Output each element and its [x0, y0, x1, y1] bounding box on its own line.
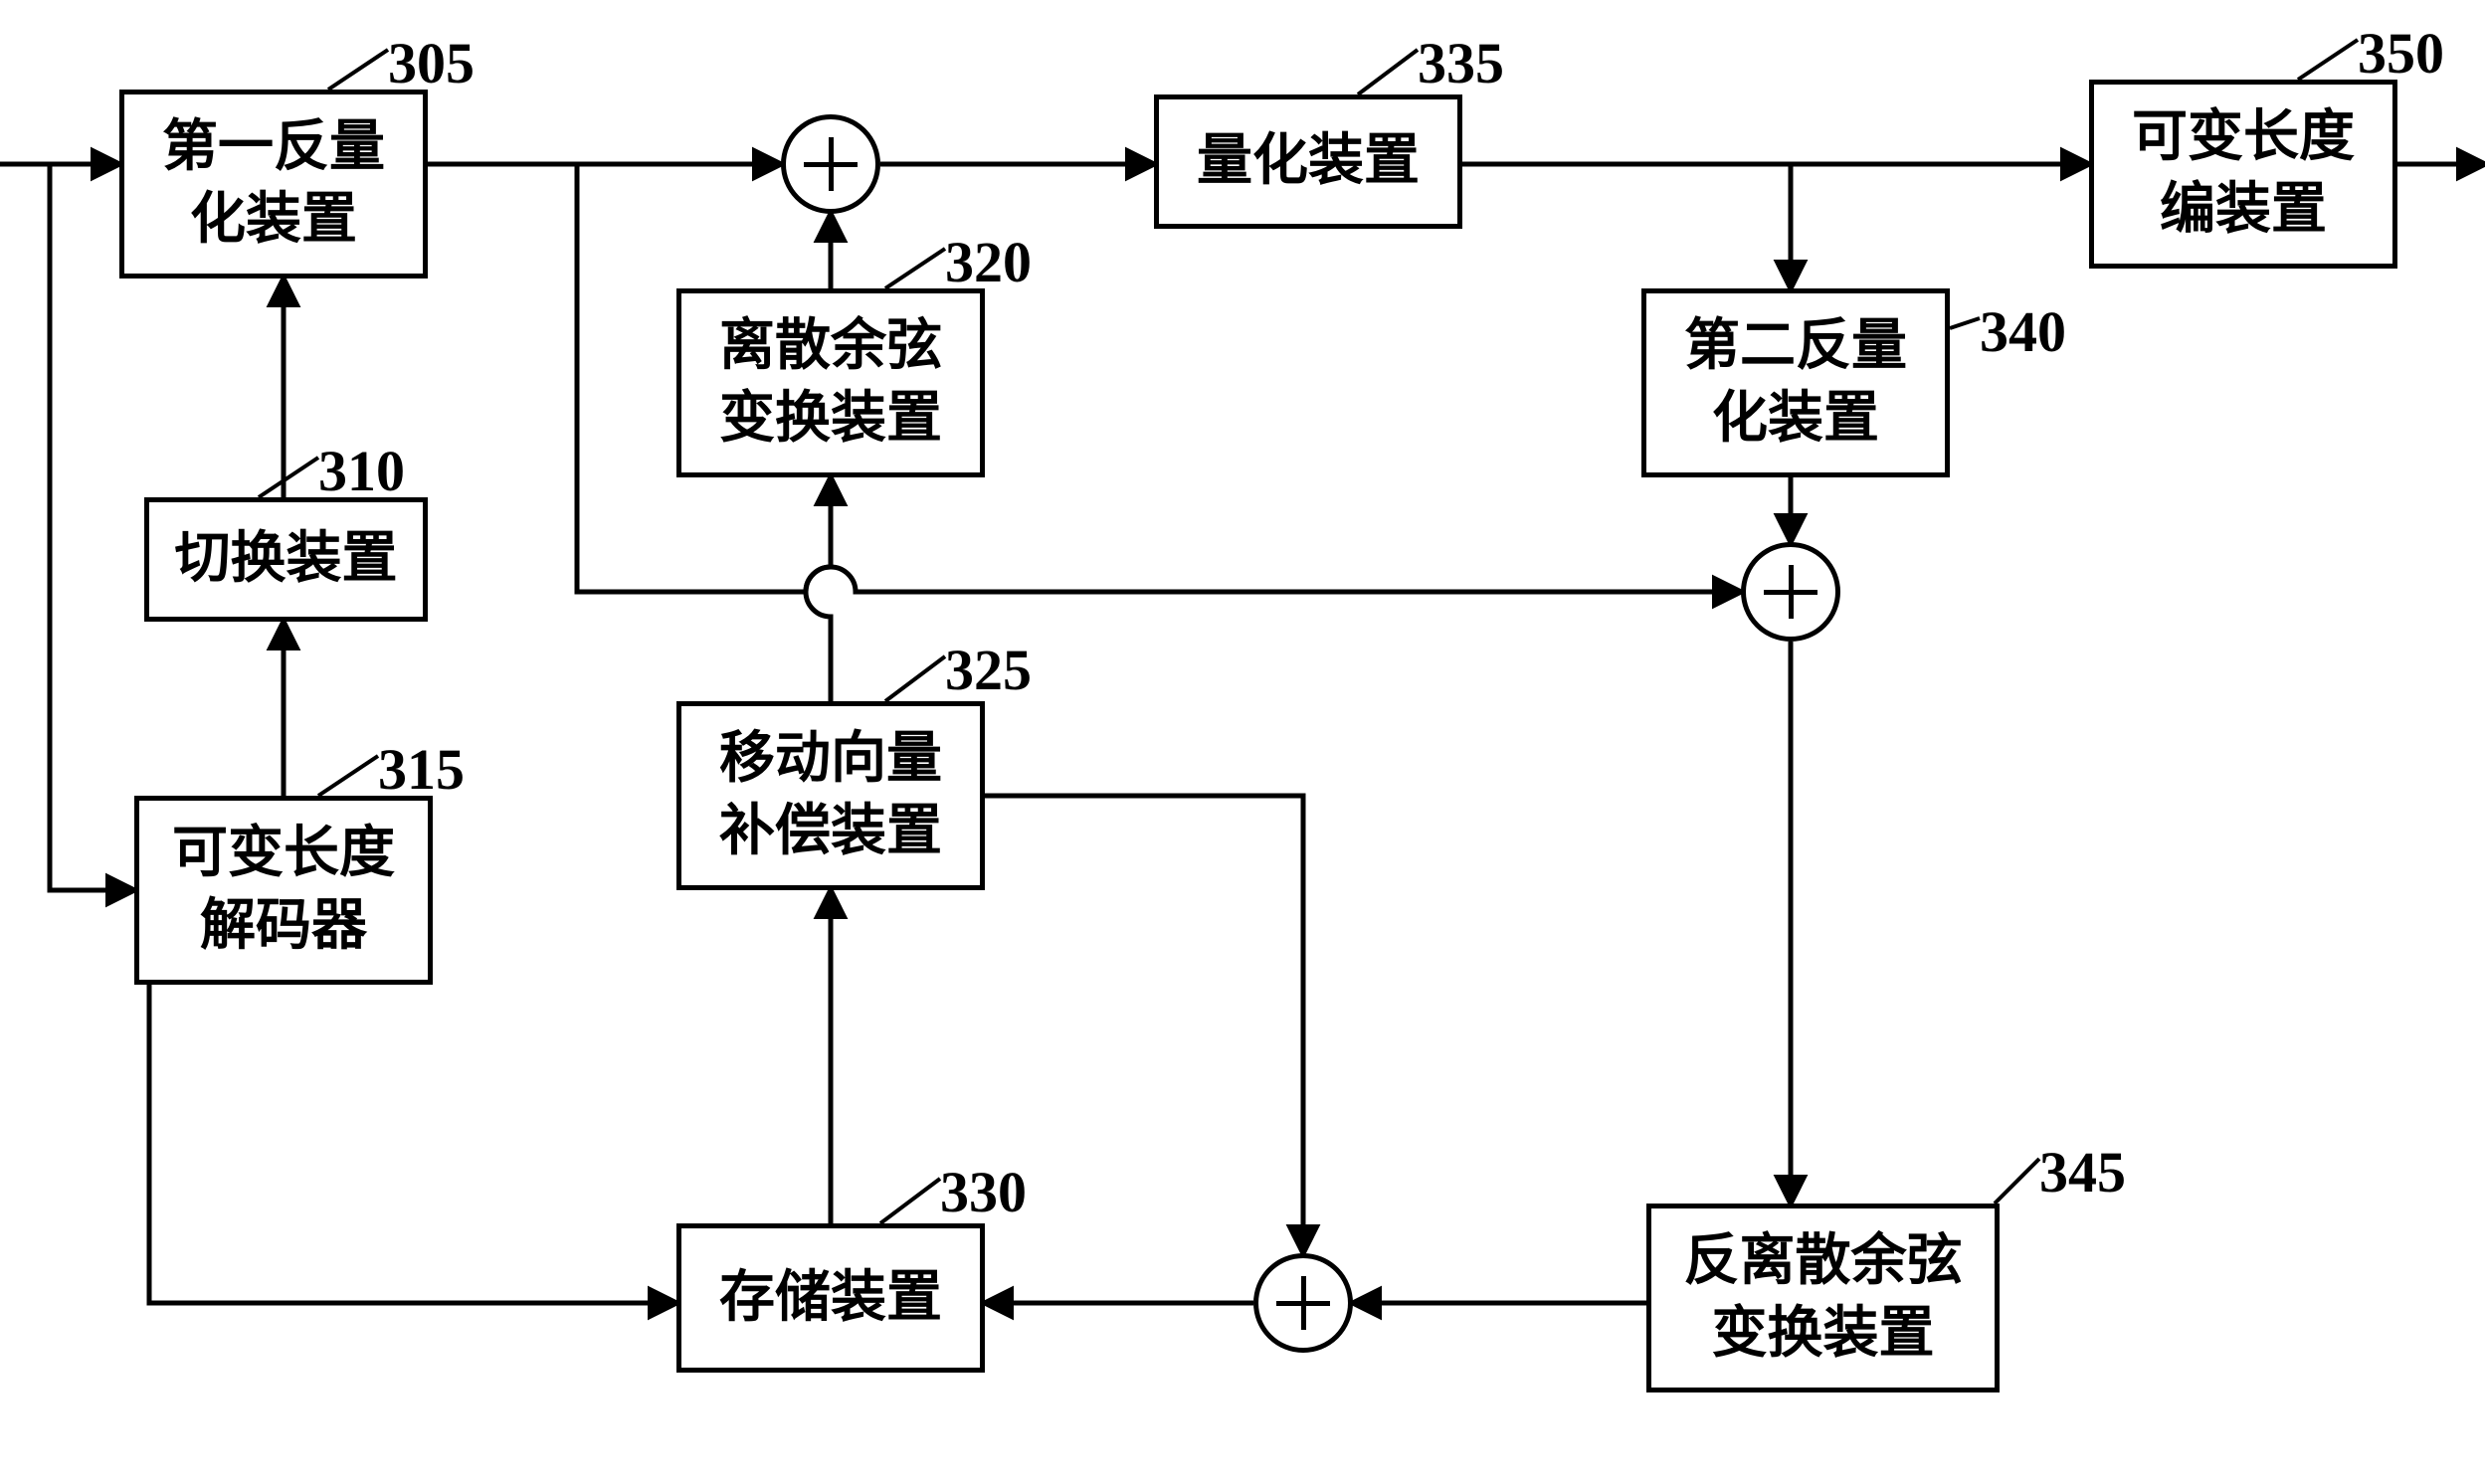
block-label-325: 移动向量补偿装置: [719, 723, 942, 868]
block-label-310: 切换装置: [175, 523, 398, 596]
diagram-canvas: 第一反量化装置305 切换装置 310 可变长度解码器 315 离散余弦变换装置320 移动…: [0, 0, 2485, 1484]
ref-tick-1: [259, 458, 318, 497]
ref-label-335: 335: [1418, 30, 1504, 96]
block-label-340: 第二反量化装置: [1684, 310, 1907, 456]
block-label-335: 量化装置: [1197, 125, 1420, 198]
ref-tick-3: [885, 249, 945, 288]
block-label-305: 第一反量化装置: [162, 111, 385, 257]
ref-tick-8: [1995, 1159, 2039, 1204]
block-350: 可变长度编装置: [2089, 80, 2397, 269]
ref-label-340: 340: [1980, 298, 2066, 365]
block-335: 量化装置: [1154, 94, 1462, 229]
block-label-330: 存储装置: [719, 1262, 942, 1335]
block-310: 切换装置: [144, 497, 428, 622]
ref-label-325: 325: [945, 637, 1032, 703]
ref-label-350: 350: [2358, 20, 2444, 87]
block-345: 反离散余弦变换装置: [1646, 1204, 2000, 1392]
block-340: 第二反量化装置: [1641, 288, 1950, 477]
block-label-350: 可变长度编装置: [2132, 101, 2355, 247]
edge-315_330: [149, 985, 676, 1303]
ref-tick-9: [2298, 40, 2358, 80]
ref-label-315: 315: [378, 736, 465, 803]
ref-label-320: 320: [945, 229, 1032, 295]
summer-s1: [781, 114, 880, 214]
block-325: 移动向量补偿装置: [676, 701, 985, 890]
ref-label-345: 345: [2039, 1139, 2126, 1206]
ref-tick-2: [318, 756, 378, 796]
ref-tick-6: [1358, 50, 1418, 94]
block-305: 第一反量化装置: [119, 90, 428, 278]
ref-tick-4: [885, 656, 945, 701]
block-315: 可变长度解码器: [134, 796, 433, 985]
summer-s2: [1741, 542, 1840, 642]
ref-label-305: 305: [388, 30, 475, 96]
summer-s3: [1253, 1253, 1353, 1353]
ref-tick-5: [880, 1179, 940, 1223]
ref-label-310: 310: [318, 438, 405, 504]
edge-325_s3: [985, 796, 1303, 1253]
block-label-315: 可变长度解码器: [172, 818, 395, 963]
ref-tick-7: [1950, 318, 1980, 328]
block-label-345: 反离散余弦变换装置: [1684, 1225, 1963, 1371]
block-320: 离散余弦变换装置: [676, 288, 985, 477]
block-label-320: 离散余弦变换装置: [719, 310, 942, 456]
ref-tick-0: [328, 50, 388, 90]
block-330: 存储装置: [676, 1223, 985, 1373]
ref-label-330: 330: [940, 1159, 1027, 1225]
edge-325_320: [806, 477, 831, 701]
